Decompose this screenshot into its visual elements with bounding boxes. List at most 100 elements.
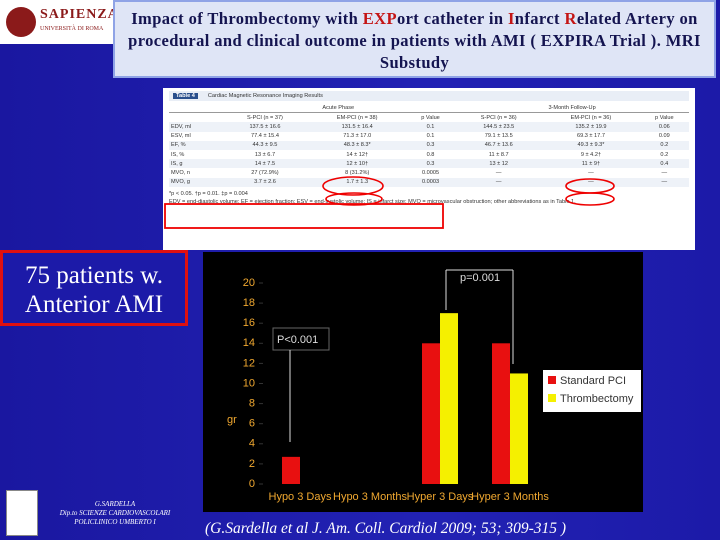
highlight-oval [322,176,384,196]
table-cell: 131.5 ± 16.4 [341,123,373,130]
table-cell: 11 ± 8.7 [488,151,509,158]
group-header: Acute Phase [221,103,456,114]
table-cell: 69.3 ± 17.7 [576,133,605,140]
table-cell: — [588,169,594,176]
title-part: ort catheter in [396,9,508,28]
slide-title: Impact of Thrombectomy with EXPort cathe… [113,0,716,78]
table-row: ESV, ml 77.4 ± 15.4 71.3 ± 17.0 0.1 79.1 ± 1… [169,132,689,141]
table-cell: — [588,179,594,186]
legend-label: Thrombectomy [560,393,634,405]
table-cell: — [661,179,668,186]
highlight-oval [565,192,615,206]
footnote: EDV = end-diastolic volume; EF = ejectio… [169,198,576,205]
column-header: p Value [655,114,674,121]
table-cell: 0.3 [426,160,435,167]
highlight-oval [325,192,383,206]
department-line: POLICLINICO UMBERTO I [74,518,156,526]
title-part: R [564,9,577,28]
table-highlights [164,176,615,229]
table-cell: 0.1 [426,123,435,130]
bar [422,343,440,484]
y-tick-label: 10 [243,377,255,389]
legend-swatch [548,376,556,384]
table-cell: — [661,169,668,176]
table-cell: 3.7 ± 2.6 [254,179,276,186]
table-row: IS, % 13 ± 6.7 14 ± 12† 0.8 11 ± 8.7 9 ± 4.2†… [169,150,689,159]
table-cell: — [495,169,502,176]
table-cell: 27 (72.9%) [251,169,279,176]
table-cell: 9 ± 4.2† [580,151,602,158]
y-tick-label: 6 [249,418,255,430]
table-label: Table 4 [173,93,198,99]
table-cell: 13 ± 6.7 [254,151,276,158]
table-cell: 0.2 [660,151,669,158]
title-part: I [507,9,515,28]
table-cell: 135.2 ± 19.9 [575,123,607,130]
x-tick-label: Hyper 3 Days [407,491,474,503]
table-caption: Table 4 Cardiac Magnetic Resonance Imagi… [169,91,689,101]
column-header: EM-PCI (n = 36) [570,114,612,121]
table-row: EDV, ml 137.5 ± 16.6 131.5 ± 16.4 0.1 144.5 … [169,122,689,132]
table-cell: 0.2 [660,142,669,149]
column-header: S-PCI (n = 37) [247,114,283,121]
title-part: EXP [362,9,397,28]
table-cell: 0.0003 [421,179,440,186]
x-tick-label: Hypo 3 Days [269,491,332,503]
table-cell: — [495,179,502,186]
table-cell: 49.3 ± 9.3* [577,142,605,149]
department-line: Dip.to SCIENZE CARDIOVASCOLARI [59,509,171,517]
table-row: IS, g 14 ± 7.5 12 ± 10† 0.3 13 ± 12 11 ± 9† 0.… [169,159,689,169]
table-cell: 77.4 ± 15.4 [251,133,279,140]
table-cell: 71.3 ± 17.0 [343,133,372,140]
table-cell: EDV, ml [171,123,191,130]
table-cell: 44.3 ± 9.5 [252,142,278,149]
patients-box: 75 patients w. Anterior AMI [0,250,188,326]
x-tick-label: Hyper 3 Months [471,491,549,503]
bar [510,373,528,484]
table-cell: 14 ± 7.5 [254,160,276,167]
column-header: S-PCI (n = 36) [480,114,517,121]
y-tick-label: 14 [243,337,255,349]
bar [440,313,458,484]
bar [492,343,510,484]
table-cell: 1.7 ± 1.3 [346,179,369,186]
y-tick-label: 2 [249,458,255,470]
table-cell: IS, % [171,151,185,158]
y-tick-label: 18 [243,297,255,309]
logo-subtitle: UNIVERSITÀ DI ROMA [40,26,104,32]
table-row: MVO, n 27 (72.9%) 8 (31.2%) 0.0005 — — — [169,168,689,177]
table-cell: MVO, n [171,169,190,176]
highlight-oval [565,178,615,194]
y-tick-label: 12 [243,357,255,369]
table-cell: ESV, ml [171,133,191,140]
table-row: MVO, g 3.7 ± 2.6 1.7 ± 1.3 0.0003 — — — [169,177,689,187]
legend-label: Standard PCI [560,375,626,387]
x-tick-label: Hypo 3 Months [333,491,407,503]
legend-swatch [548,394,556,402]
department: G.SARDELLA Dip.to SCIENZE CARDIOVASCOLARI… [40,500,190,527]
y-tick-label: 4 [249,438,255,450]
chart: 0 2 4 6 8 10 12 14 16 18 20 gr Hypo 3 Days Hypo 3 Mon… [203,252,643,512]
table-caption-text: Cardiac Magnetic Resonance Imaging Resul… [207,93,323,99]
table-cell: 0.0005 [421,169,440,176]
bar [282,456,300,484]
title-part: nfarct [514,9,565,28]
table: Acute Phase 3-Month Follow-Up S-PCI (n =… [169,103,689,187]
table-cell: 11 ± 9† [581,160,601,167]
logo: SAPIENZA UNIVERSITÀ DI ROMA [0,0,118,44]
table-cell: 0.4 [660,160,669,167]
department-line: G.SARDELLA [94,500,136,508]
y-tick-label: 20 [243,277,255,289]
y-tick-label: 16 [243,317,255,329]
table-cell: 13 ± 12 [489,160,509,167]
table-cell: 0.09 [658,133,670,140]
y-tick-label: 8 [249,398,255,410]
table-cell: 48.3 ± 8.3* [343,142,371,149]
table-cell: 79.1 ± 13.5 [484,133,513,140]
table-cell: 0.8 [426,151,435,158]
highlight-box [164,203,444,229]
table-cell: IS, g [171,160,183,167]
group-header: 3-Month Follow-Up [455,103,689,114]
table-cell: 144.5 ± 23.5 [483,123,515,130]
